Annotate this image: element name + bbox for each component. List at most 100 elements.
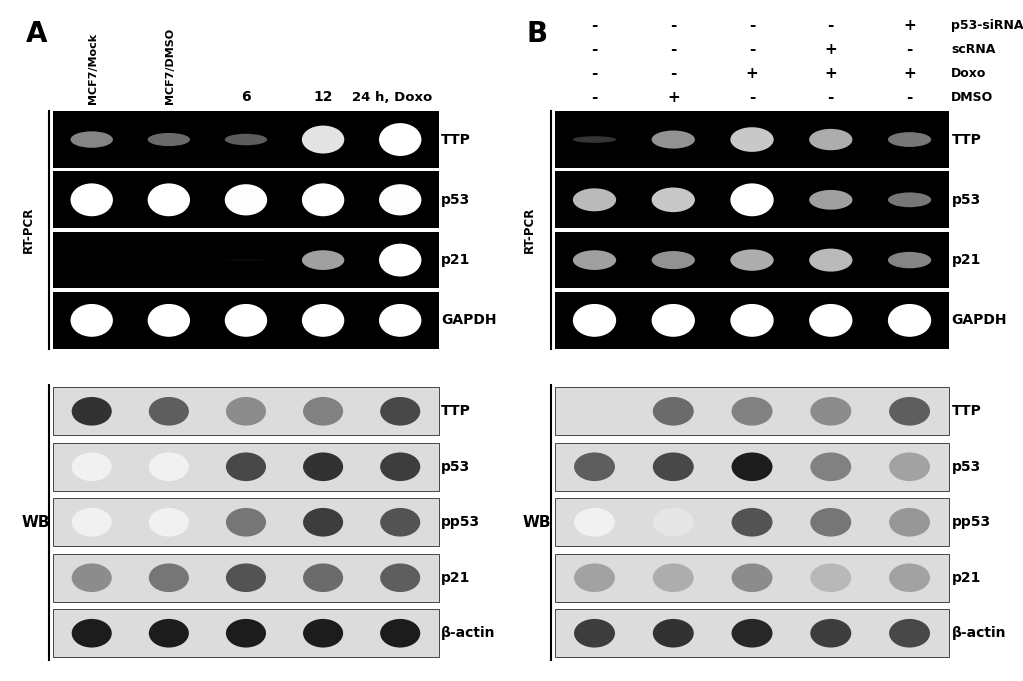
Ellipse shape [302, 250, 345, 270]
Ellipse shape [573, 189, 616, 211]
Ellipse shape [809, 129, 852, 151]
Ellipse shape [653, 508, 694, 537]
Bar [555, 609, 949, 657]
Bar [53, 172, 439, 228]
Ellipse shape [226, 563, 266, 592]
Ellipse shape [303, 508, 343, 537]
Text: TTP: TTP [951, 133, 981, 146]
Ellipse shape [148, 508, 189, 537]
Text: p21: p21 [441, 571, 471, 585]
Ellipse shape [730, 249, 773, 271]
Ellipse shape [573, 250, 616, 270]
Ellipse shape [652, 251, 695, 269]
Text: -: - [906, 42, 913, 57]
Text: -: - [749, 90, 755, 105]
Ellipse shape [810, 619, 851, 648]
Text: RT-PCR: RT-PCR [523, 207, 536, 253]
Ellipse shape [72, 508, 112, 537]
Ellipse shape [226, 619, 266, 648]
Ellipse shape [888, 193, 931, 207]
Ellipse shape [148, 563, 189, 592]
Ellipse shape [889, 397, 930, 426]
Ellipse shape [148, 397, 189, 426]
Ellipse shape [810, 397, 851, 426]
Ellipse shape [71, 183, 113, 217]
Text: DMSO: DMSO [951, 91, 993, 104]
Text: +: + [825, 66, 837, 81]
Text: -: - [670, 42, 676, 57]
Text: 6: 6 [241, 90, 251, 104]
Ellipse shape [303, 397, 343, 426]
Text: p53: p53 [951, 460, 981, 474]
Text: p53-siRNA: p53-siRNA [951, 19, 1023, 32]
Ellipse shape [730, 304, 773, 337]
Ellipse shape [731, 397, 772, 426]
Ellipse shape [574, 563, 615, 592]
Ellipse shape [72, 397, 112, 426]
Ellipse shape [381, 397, 420, 426]
Bar [555, 498, 949, 546]
Bar [53, 111, 439, 168]
Ellipse shape [652, 187, 695, 212]
Text: -: - [670, 18, 676, 33]
Ellipse shape [731, 452, 772, 481]
Text: +: + [903, 66, 916, 81]
Ellipse shape [730, 127, 773, 152]
Ellipse shape [574, 508, 615, 537]
Ellipse shape [225, 304, 267, 337]
Ellipse shape [381, 508, 420, 537]
Ellipse shape [381, 619, 420, 648]
Text: MCF7/Mock: MCF7/Mock [88, 33, 98, 104]
Ellipse shape [653, 619, 694, 648]
Bar [53, 292, 439, 349]
Ellipse shape [889, 452, 930, 481]
Ellipse shape [381, 452, 420, 481]
Ellipse shape [72, 452, 112, 481]
Ellipse shape [574, 397, 615, 426]
Text: 24 h, Doxo: 24 h, Doxo [352, 91, 433, 104]
Text: TTP: TTP [951, 405, 981, 418]
Bar [555, 111, 949, 168]
Text: p21: p21 [951, 571, 981, 585]
Text: pp53: pp53 [441, 516, 480, 529]
Text: B: B [527, 20, 548, 48]
Text: -: - [591, 90, 597, 105]
Text: -: - [591, 66, 597, 81]
Bar [555, 387, 949, 435]
Ellipse shape [809, 190, 852, 210]
Text: scRNA: scRNA [951, 43, 995, 56]
Ellipse shape [574, 619, 615, 648]
Ellipse shape [573, 136, 616, 143]
Ellipse shape [379, 244, 421, 276]
Ellipse shape [889, 563, 930, 592]
Text: -: - [749, 42, 755, 57]
Ellipse shape [225, 184, 267, 215]
Bar [555, 443, 949, 490]
Text: A: A [26, 20, 47, 48]
Bar [555, 292, 949, 349]
Ellipse shape [810, 452, 851, 481]
Ellipse shape [809, 249, 852, 272]
Text: -: - [828, 18, 834, 33]
Ellipse shape [889, 508, 930, 537]
Bar [53, 498, 439, 546]
Text: +: + [903, 18, 916, 33]
Text: β-actin: β-actin [441, 627, 496, 640]
Ellipse shape [71, 131, 113, 148]
Bar [555, 172, 949, 228]
Text: +: + [667, 90, 679, 105]
Ellipse shape [303, 452, 343, 481]
Text: MCF7/DMSO: MCF7/DMSO [165, 28, 175, 104]
Bar [555, 554, 949, 601]
Ellipse shape [226, 508, 266, 537]
Ellipse shape [381, 563, 420, 592]
Text: p21: p21 [951, 253, 981, 267]
Text: +: + [825, 42, 837, 57]
Ellipse shape [810, 508, 851, 537]
Ellipse shape [731, 508, 772, 537]
Text: pp53: pp53 [951, 516, 990, 529]
Text: -: - [906, 90, 913, 105]
Text: RT-PCR: RT-PCR [21, 207, 35, 253]
Ellipse shape [72, 619, 112, 648]
Ellipse shape [653, 452, 694, 481]
